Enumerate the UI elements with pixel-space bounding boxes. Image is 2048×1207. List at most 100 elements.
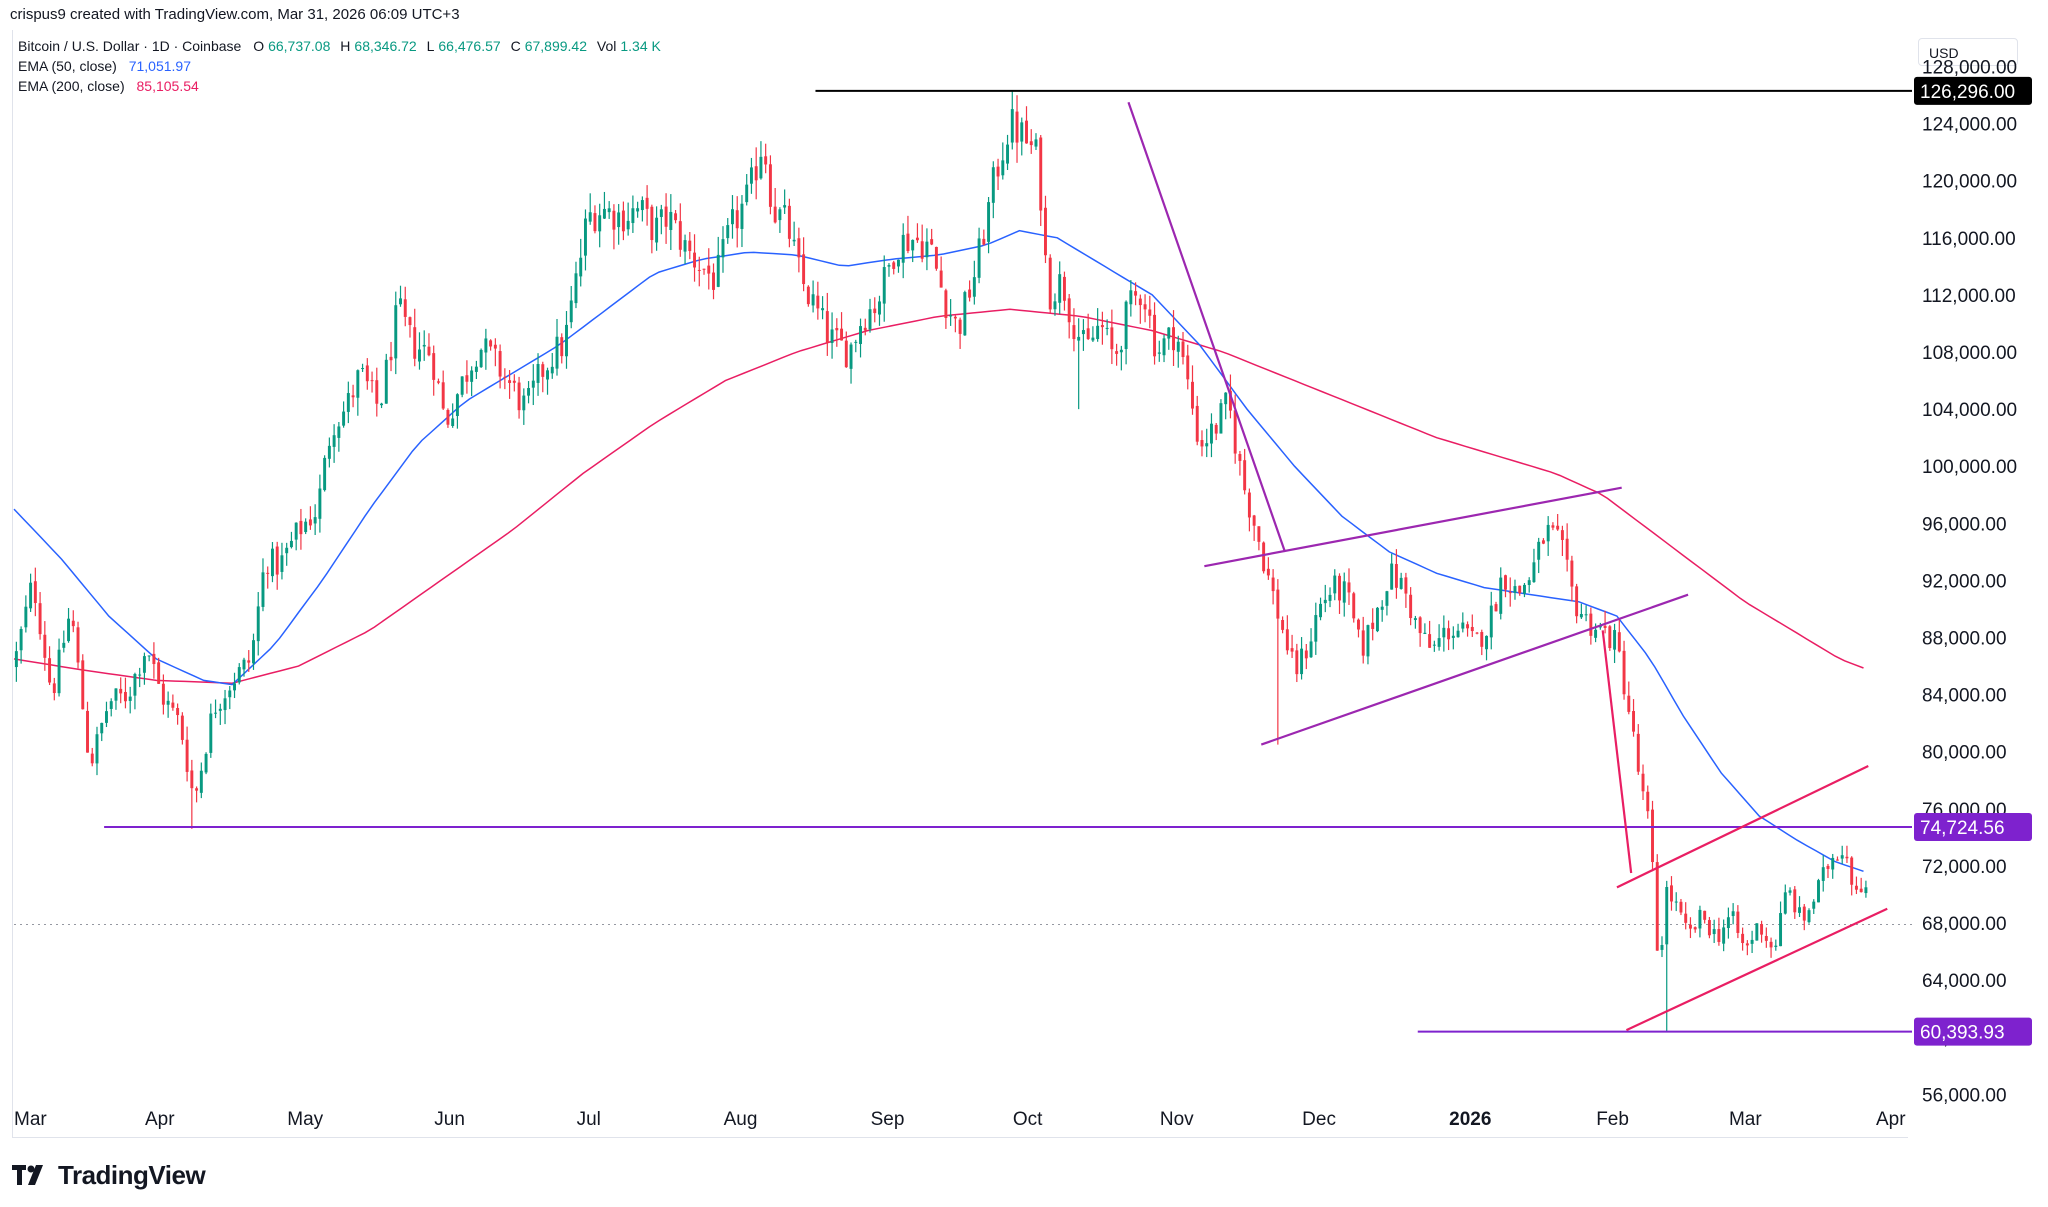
candle-body bbox=[90, 753, 94, 764]
candle-body bbox=[550, 366, 554, 374]
y-tick-label: 104,000.00 bbox=[1922, 400, 2017, 421]
candle-body bbox=[294, 522, 298, 540]
candle-body bbox=[1010, 109, 1014, 143]
candle-body bbox=[1731, 911, 1735, 917]
candle-body bbox=[778, 209, 782, 221]
candle-body bbox=[1712, 929, 1716, 935]
candle-body bbox=[1722, 927, 1726, 944]
candle-body bbox=[697, 269, 701, 271]
candle-body bbox=[1228, 390, 1232, 411]
y-tick-label: 68,000.00 bbox=[1922, 914, 2007, 935]
candle-body bbox=[1119, 349, 1123, 353]
low-price-tag bbox=[1914, 1017, 2032, 1046]
candle-body bbox=[465, 375, 469, 382]
y-tick-label: 100,000.00 bbox=[1922, 457, 2017, 478]
candle-body bbox=[1594, 629, 1598, 638]
candle-body bbox=[1015, 111, 1019, 143]
candle-body bbox=[1304, 650, 1308, 659]
candle-body bbox=[991, 167, 995, 203]
tradingview-brand[interactable]: TradingView bbox=[12, 1159, 206, 1190]
candle-body bbox=[1162, 338, 1166, 356]
tradingview-brand-name: TradingView bbox=[58, 1159, 206, 1190]
candle-body bbox=[640, 200, 644, 211]
candle-body bbox=[1062, 276, 1066, 301]
currency-selector[interactable]: USD bbox=[1918, 38, 2018, 66]
candle-body bbox=[1575, 586, 1579, 617]
chart-credit: crispus9 created with TradingView.com, M… bbox=[10, 6, 460, 23]
candle-body bbox=[1219, 403, 1223, 434]
candle-body bbox=[735, 210, 739, 229]
candle-body bbox=[996, 166, 1000, 177]
ema200-legend: EMA (200, close) 85,105.54 bbox=[18, 78, 199, 94]
candle-body bbox=[863, 327, 867, 331]
candle-body bbox=[1091, 337, 1095, 341]
candle-body bbox=[773, 206, 777, 223]
candle-body bbox=[270, 548, 274, 577]
candle-body bbox=[389, 356, 393, 361]
candle-body bbox=[1176, 341, 1180, 352]
candle-body bbox=[1760, 924, 1764, 935]
candle-body bbox=[1361, 630, 1365, 656]
candle-body bbox=[1589, 613, 1593, 636]
candle-body bbox=[949, 315, 953, 317]
candle-body bbox=[1513, 586, 1517, 593]
candle-body bbox=[844, 340, 848, 368]
candle-body bbox=[626, 220, 630, 230]
candle-body bbox=[674, 213, 678, 221]
candle-body bbox=[114, 688, 118, 701]
candle-body bbox=[1527, 580, 1531, 585]
candle-body bbox=[1409, 594, 1413, 619]
candle-body bbox=[565, 324, 568, 357]
candle-body bbox=[1632, 711, 1636, 732]
candle-body bbox=[835, 328, 839, 331]
candle-body bbox=[95, 734, 99, 764]
candle-body bbox=[968, 289, 972, 298]
candle-body bbox=[1233, 410, 1237, 454]
y-tick-label: 96,000.00 bbox=[1922, 514, 2007, 535]
candle-body bbox=[806, 286, 810, 305]
candle-body bbox=[1252, 515, 1256, 526]
upper-channel-1 bbox=[1204, 486, 1622, 568]
candle-body bbox=[1812, 901, 1816, 909]
candle-body bbox=[906, 233, 910, 252]
candle-body bbox=[19, 628, 23, 651]
candle-body bbox=[105, 711, 108, 723]
candle-body bbox=[304, 521, 308, 533]
candle-body bbox=[384, 359, 388, 404]
candle-body bbox=[740, 203, 744, 229]
candle-body bbox=[1707, 920, 1711, 936]
candle-body bbox=[598, 215, 602, 232]
candle-body bbox=[1257, 526, 1261, 542]
candle-body bbox=[1124, 301, 1128, 350]
candle-body bbox=[1380, 606, 1384, 610]
x-tick-label: Dec bbox=[1302, 1109, 1336, 1130]
candle-body bbox=[617, 212, 621, 228]
x-tick-label: Apr bbox=[1876, 1109, 1906, 1130]
candle-body bbox=[1148, 309, 1152, 316]
candle-body bbox=[176, 708, 180, 716]
candle-body bbox=[825, 311, 829, 343]
candle-body bbox=[370, 380, 374, 382]
candle-body bbox=[1703, 910, 1707, 920]
candle-body bbox=[1167, 327, 1171, 339]
candle-body bbox=[1584, 614, 1588, 616]
candle-body bbox=[62, 642, 66, 648]
candle-body bbox=[569, 300, 573, 323]
candle-body bbox=[987, 202, 991, 242]
candle-body bbox=[275, 546, 279, 575]
y-tick-label: 124,000.00 bbox=[1922, 115, 2017, 136]
candle-body bbox=[1494, 604, 1498, 612]
candle-body bbox=[1067, 298, 1071, 323]
all-time-high-price-tag bbox=[1914, 76, 2032, 105]
candle-body bbox=[266, 572, 270, 574]
candle-body bbox=[1736, 911, 1740, 933]
ema50-value: 71,051.97 bbox=[128, 58, 192, 74]
x-tick-label: Oct bbox=[1013, 1109, 1043, 1130]
candle-body bbox=[840, 328, 844, 341]
candle-body bbox=[418, 349, 421, 362]
candle-body bbox=[1480, 632, 1484, 647]
candle-body bbox=[792, 239, 796, 242]
candle-body bbox=[57, 649, 61, 694]
close-value: 67,899.42 bbox=[524, 38, 587, 54]
